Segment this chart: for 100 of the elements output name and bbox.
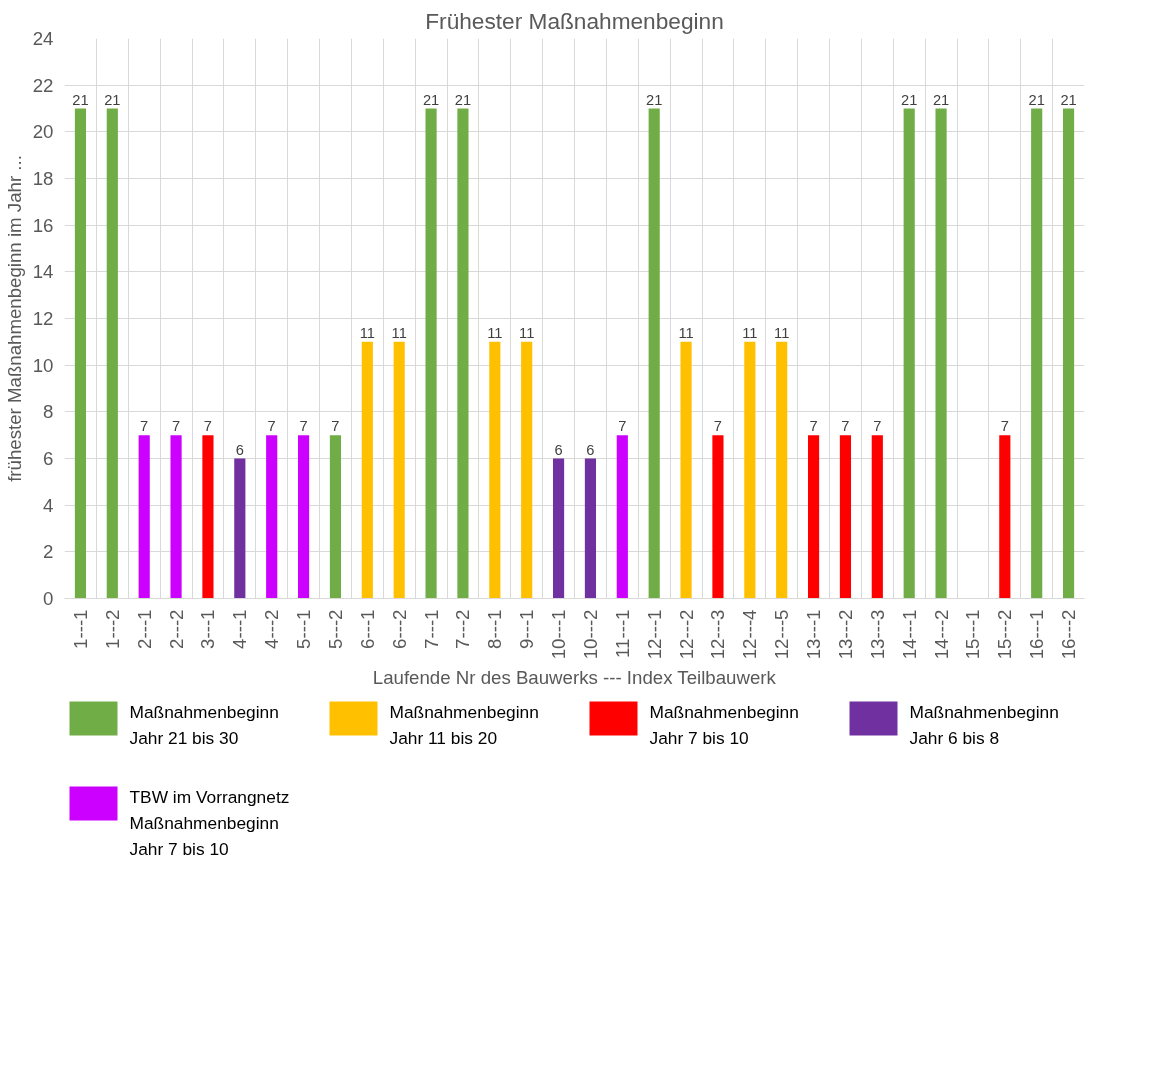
data-label: 11 (519, 324, 535, 341)
y-tick-label: 18 (32, 168, 54, 189)
legend-label: Maßnahmenbeginn Jahr 6 bis 8 (909, 701, 1059, 748)
x-tick-label: 1---2 (101, 609, 123, 649)
data-label: 6 (235, 441, 244, 458)
data-label: 21 (932, 91, 950, 108)
x-tick-label: 5---1 (293, 609, 315, 649)
x-tick-label: 3---1 (197, 609, 219, 649)
data-label: 11 (391, 324, 407, 341)
bar (457, 108, 469, 599)
x-tick-label: 7---1 (420, 609, 442, 649)
x-tick-label: 1---1 (69, 609, 91, 649)
bar (106, 108, 118, 599)
x-tick-label: 6---1 (356, 609, 378, 649)
data-label: 7 (140, 418, 149, 435)
legend-label: Maßnahmenbeginn Jahr 11 bis 20 (389, 701, 539, 748)
x-tick-label: 2---2 (165, 609, 187, 649)
data-label: 7 (299, 418, 308, 435)
x-tick-label: 15---1 (962, 609, 984, 660)
bar (552, 458, 565, 599)
bar (202, 435, 214, 599)
bar (425, 108, 437, 599)
x-tick-label: 9---1 (516, 609, 538, 649)
bar (361, 341, 373, 599)
x-tick-label: 14---1 (898, 609, 920, 660)
bar (903, 108, 915, 599)
x-axis-title: Laufende Nr des Bauwerks --- Index Teilbauwerk (372, 667, 777, 689)
data-label: 7 (171, 418, 181, 435)
y-axis-title: frühester Maßnahmenbeginn im Jahr ... (3, 155, 25, 482)
x-tick-label: 12---2 (675, 609, 697, 660)
bar (234, 458, 246, 599)
data-label: 11 (487, 324, 503, 341)
x-tick-label: 4---2 (261, 609, 283, 649)
data-label: 6 (554, 441, 563, 458)
bar (521, 341, 533, 599)
y-tick-label: 6 (43, 448, 54, 469)
y-tick-label: 16 (32, 214, 54, 236)
y-tick-label: 0 (43, 588, 54, 609)
bar (266, 435, 278, 599)
data-label: 21 (1060, 91, 1077, 108)
x-tick-label: 13---3 (866, 609, 888, 660)
x-tick-label: 13---1 (803, 609, 825, 660)
bar (776, 341, 788, 599)
y-tick-label: 2 (43, 541, 54, 563)
data-label: 7 (618, 418, 627, 435)
data-label: 7 (841, 418, 850, 435)
legend-label: Maßnahmenbeginn Jahr 21 bis 30 (129, 701, 279, 748)
x-tick-label: 12---5 (771, 609, 793, 660)
y-tick-label: 8 (43, 401, 54, 423)
bar (712, 435, 724, 599)
bar (999, 435, 1011, 599)
data-label: 21 (1028, 91, 1045, 108)
bar (74, 108, 87, 599)
bar (584, 458, 597, 599)
data-label: 21 (104, 91, 121, 108)
chart-title: Frühester Maßnahmenbeginn (425, 7, 724, 34)
bar (744, 341, 756, 599)
bar (839, 435, 852, 599)
x-tick-label: 11---1 (611, 609, 633, 658)
y-tick-label: 24 (32, 28, 54, 49)
bar (1062, 108, 1075, 599)
bar (616, 435, 628, 599)
y-tick-label: 12 (32, 308, 54, 329)
x-tick-label: 12---1 (643, 609, 665, 660)
legend-label: Maßnahmenbeginn Jahr 7 bis 10 (649, 701, 799, 748)
data-label: 21 (454, 91, 472, 108)
bar (935, 108, 947, 599)
legend-label: TBW im Vorrangnetz Maßnahmenbeginn Jahr 7 bis 10 (129, 786, 290, 859)
bar (1031, 108, 1043, 599)
x-tick-label: 4---1 (229, 609, 251, 649)
y-tick-label: 14 (32, 261, 54, 283)
y-tick-label: 10 (32, 354, 54, 376)
data-label: 6 (586, 441, 595, 458)
data-label: 21 (901, 91, 918, 108)
x-tick-label: 8---1 (484, 609, 506, 649)
bar (393, 341, 405, 599)
bar (297, 435, 310, 599)
x-tick-label: 16---1 (1026, 609, 1048, 660)
data-label: 7 (873, 418, 882, 435)
bar (871, 435, 883, 599)
x-tick-label: 15---2 (994, 609, 1016, 660)
data-label: 11 (774, 324, 790, 341)
x-tick-label: 12---3 (707, 609, 729, 660)
data-label: 11 (678, 324, 694, 341)
x-tick-label: 6---2 (388, 609, 410, 649)
bar (680, 341, 692, 599)
y-tick-label: 20 (32, 121, 54, 143)
data-label: 7 (1000, 418, 1009, 435)
data-label: 11 (359, 324, 375, 341)
bar (648, 108, 660, 599)
y-tick-label: 22 (32, 74, 54, 96)
x-tick-label: 5---2 (324, 609, 346, 649)
y-tick-label: 4 (43, 494, 54, 516)
x-tick-label: 10---2 (579, 609, 601, 660)
x-tick-label: 7---2 (452, 609, 474, 649)
x-tick-label: 13---2 (834, 609, 856, 660)
data-label: 7 (809, 418, 818, 435)
x-tick-label: 10---1 (548, 609, 570, 660)
x-tick-label: 12---4 (739, 609, 761, 660)
data-label: 21 (422, 91, 440, 108)
